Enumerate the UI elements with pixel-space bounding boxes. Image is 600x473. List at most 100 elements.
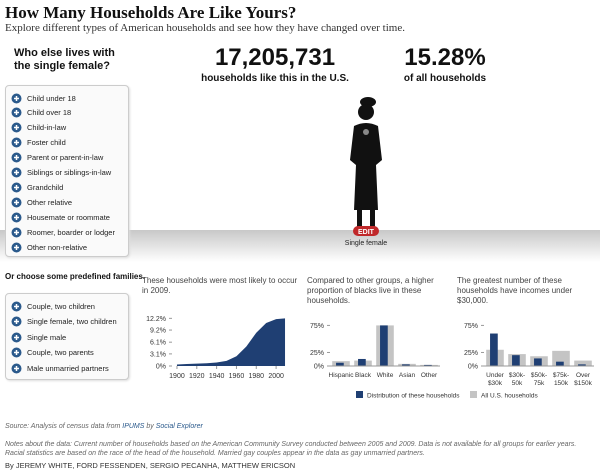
legend-swatch: [356, 391, 363, 398]
chart-title: These households were most likely to occ…: [142, 276, 298, 295]
x-tick-label: 2000: [268, 373, 284, 380]
y-tick-label: 12.2%: [146, 316, 166, 323]
y-tick-label: 6.1%: [150, 340, 166, 347]
figure: [350, 97, 382, 228]
x-tick-label: Over: [576, 372, 591, 379]
option-row[interactable]: Housemate or roommate: [11, 211, 110, 223]
bar: [490, 333, 498, 366]
household-share: 15.28%: [404, 44, 486, 71]
option-label[interactable]: Couple, two children: [27, 301, 95, 311]
plus-icon[interactable]: [11, 212, 22, 223]
option-label[interactable]: Single female, two children: [27, 317, 117, 326]
plus-icon[interactable]: [11, 167, 22, 178]
charts: 0% 3.1% 6.1% 9.2% 12.2% 1900 1920 1940 1960 1980 2…: [146, 316, 594, 400]
option-label[interactable]: Couple, two parents: [27, 348, 94, 357]
option-row[interactable]: Other non-relative: [11, 241, 87, 253]
plus-icon[interactable]: [11, 242, 22, 253]
plus-icon[interactable]: [11, 227, 22, 238]
edit-label[interactable]: EDIT: [358, 229, 375, 236]
byline: By JEREMY WHITE, FORD FESSENDEN, SERGIO …: [5, 461, 296, 470]
source-link[interactable]: IPUMS: [122, 423, 145, 430]
option-row[interactable]: Other relative: [11, 196, 72, 208]
bar: [380, 325, 388, 366]
source: Source: Analysis of census data from IPU…: [5, 422, 593, 431]
option-label[interactable]: Grandchild: [27, 182, 64, 192]
x-tick-label: 1980: [248, 373, 264, 380]
option-row[interactable]: Parent or parent-in-law: [11, 152, 103, 164]
edit-button[interactable]: [353, 226, 379, 236]
page-subtitle: Explore different types of American hous…: [5, 22, 405, 34]
bar: [358, 358, 366, 366]
option-label[interactable]: Siblings or siblings-in-law: [27, 168, 112, 177]
x-tick-label: 50k: [512, 380, 523, 387]
option-label[interactable]: Roomer, boarder or lodger: [27, 227, 115, 237]
notes: Notes about the data: Current number of …: [5, 441, 577, 457]
bar: [574, 360, 592, 366]
plus-icon[interactable]: [11, 107, 22, 118]
bar: [512, 355, 520, 366]
source-text: Source: Analysis of census data from: [5, 423, 121, 430]
option-row[interactable]: Couple, two children: [11, 300, 95, 312]
option-label[interactable]: Child over 18: [27, 108, 72, 118]
plus-icon[interactable]: [11, 182, 22, 193]
option-label[interactable]: Male unmarried partners: [27, 363, 109, 373]
x-tick-label: Under: [486, 372, 505, 379]
y-tick-label: 25%: [310, 350, 324, 357]
option-label[interactable]: Child under 18: [27, 93, 76, 103]
source-link[interactable]: Social Explorer: [155, 423, 203, 430]
option-label[interactable]: Parent or parent-in-law: [27, 153, 104, 163]
y-tick-label: 0%: [156, 364, 166, 371]
chart-title: Compared to other groups, a higher propo…: [307, 276, 434, 305]
question: Who else lives with the single female?: [14, 47, 115, 72]
plus-icon[interactable]: [11, 316, 22, 327]
plus-icon[interactable]: [11, 197, 22, 208]
option-row[interactable]: Roomer, boarder or lodger: [11, 226, 115, 238]
x-tick-label: 1960: [229, 373, 245, 380]
x-tick-label: 75k: [534, 380, 545, 387]
plus-icon[interactable]: [11, 152, 22, 163]
plus-icon[interactable]: [11, 93, 22, 104]
x-tick-label: White: [377, 372, 394, 379]
option-row[interactable]: Foster child: [11, 137, 66, 149]
page-title: How Many Households Are Like Yours?: [5, 3, 297, 22]
y-tick-label: 0%: [468, 364, 478, 371]
plus-icon[interactable]: [11, 347, 22, 358]
x-tick-label: 1900: [169, 373, 185, 380]
area: [176, 318, 286, 366]
y-tick-label: 75%: [464, 323, 478, 330]
bar: [534, 358, 542, 366]
figure-label: Single female: [345, 240, 388, 247]
plus-icon[interactable]: [11, 332, 22, 343]
x-tick-label: Other: [421, 372, 438, 379]
option-row[interactable]: Grandchild: [11, 181, 63, 193]
legend-swatch: [470, 391, 477, 398]
predefined-title: Or choose some predefined families.: [5, 272, 146, 281]
option-row[interactable]: Single male: [11, 331, 66, 343]
x-tick-label: Black: [355, 372, 372, 379]
plus-icon[interactable]: [11, 122, 22, 133]
x-tick-label: $50k-: [531, 372, 547, 379]
option-row[interactable]: Child over 18: [11, 107, 71, 119]
option-row[interactable]: Child under 18: [11, 92, 76, 104]
option-label[interactable]: Single male: [27, 332, 67, 342]
option-label[interactable]: Child-in-law: [27, 123, 67, 133]
plus-icon[interactable]: [11, 363, 22, 374]
option-label[interactable]: Foster child: [27, 138, 66, 148]
option-label[interactable]: Other non-relative: [27, 242, 88, 252]
plus-icon[interactable]: [11, 137, 22, 148]
y-tick-label: 25%: [464, 350, 478, 357]
bar: [402, 364, 410, 366]
option-row[interactable]: Couple, two parents: [11, 347, 94, 359]
option-row[interactable]: Male unmarried partners: [11, 362, 109, 374]
option-label[interactable]: Housemate or roommate: [27, 212, 110, 222]
x-tick-label: Asian: [399, 372, 416, 379]
option-label[interactable]: Other relative: [27, 197, 73, 207]
option-row[interactable]: Child-in-law: [11, 122, 66, 134]
option-row[interactable]: Siblings or siblings-in-law: [11, 167, 111, 179]
x-tick-label: Hispanic: [329, 372, 355, 379]
option-row[interactable]: Single female, two children: [11, 316, 117, 328]
x-tick-label: $30k: [488, 380, 503, 387]
household-count-label: households like this in the U.S.: [201, 73, 349, 84]
plus-icon[interactable]: [11, 301, 22, 312]
